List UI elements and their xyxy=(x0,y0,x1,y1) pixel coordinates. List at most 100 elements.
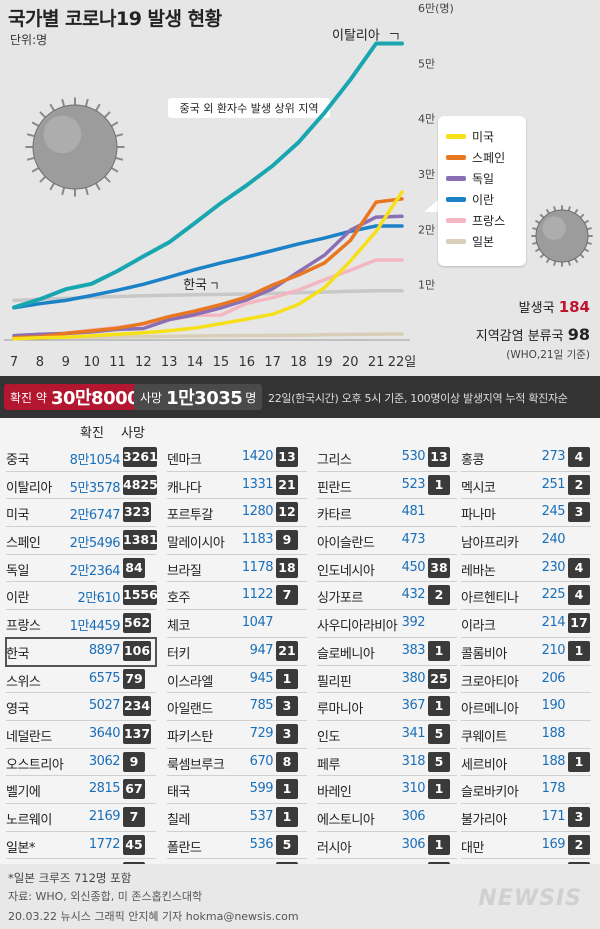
death-count: 1556 xyxy=(123,585,158,606)
confirmed-count: 1331 xyxy=(241,476,274,492)
country-name: 이란 xyxy=(6,591,29,607)
table-row: 말레이시아 1183 9 xyxy=(167,527,307,555)
table-row: 인도네시아 450 38 xyxy=(317,555,457,583)
legend-label: 독일 xyxy=(472,172,495,186)
death-count: 3 xyxy=(568,502,590,523)
y-tick-label: 2만 xyxy=(418,223,435,236)
country-name: 홍콩 xyxy=(461,453,484,468)
confirmed-count: 537 xyxy=(249,808,274,824)
local-label: 지역감염 분류국 xyxy=(475,329,564,344)
country-name: 캐나다 xyxy=(167,480,202,496)
country-name: 에스토니아 xyxy=(317,812,375,828)
confirmed-count: 3640 xyxy=(88,725,121,741)
newsis-logo: NEWSIS xyxy=(478,886,582,911)
table-row: 프랑스 1만4459 562 xyxy=(6,610,156,638)
death-count: 323 xyxy=(123,502,151,523)
country-name: 덴마크 xyxy=(167,453,202,468)
x-tick-label: 19 xyxy=(316,355,333,370)
table-row: 독일 2만2364 84 xyxy=(6,555,156,583)
korea-line-label: 한국 xyxy=(183,278,207,293)
confirmed-count: 318 xyxy=(401,753,426,769)
country-name: 멕시코 xyxy=(461,480,496,496)
death-count: 1 xyxy=(276,806,298,827)
table-row: 홍콩 273 4 xyxy=(461,444,591,472)
country-name: 쿠웨이트 xyxy=(461,729,507,745)
death-count: 1 xyxy=(428,474,450,495)
confirmed-count: 2만6747 xyxy=(69,508,121,524)
confirmed-count: 599 xyxy=(249,781,274,797)
confirmed-count: 1420 xyxy=(241,449,274,464)
country-name: 파키스탄 xyxy=(167,729,213,745)
confirmed-count: 171 xyxy=(541,808,566,824)
chart-legend: 미국 스페인 독일 이란 프랑스 일본 xyxy=(438,116,526,266)
table-row: 한국 8897 106 xyxy=(5,636,157,667)
confirmed-count: 670 xyxy=(249,753,274,769)
country-name: 이탈리아 xyxy=(6,480,52,496)
y-tick-label: 4만 xyxy=(418,113,435,126)
summary-note: 22일(한국시간) 오후 5시 기준, 100명이상 발생지역 누적 확진자순 xyxy=(268,392,568,405)
death-count: 4 xyxy=(568,447,590,467)
confirmed-count: 214 xyxy=(541,615,566,631)
country-name: 미국 xyxy=(6,508,29,524)
table-row: 슬로베니아 383 1 xyxy=(317,638,457,666)
confirmed-count: 2만5496 xyxy=(69,536,121,552)
table-row: 체코 1047 xyxy=(167,610,307,638)
legend-item: 프랑스 xyxy=(438,210,526,231)
table-row: 크로아티아 206 xyxy=(461,666,591,694)
country-name: 말레이시아 xyxy=(167,536,225,552)
x-tick-label: 13 xyxy=(161,355,178,370)
table-row: 이탈리아 5만3578 4825 xyxy=(6,472,158,500)
table-row: 캐나다 1331 21 xyxy=(167,472,307,500)
countries-value: 184 xyxy=(558,298,590,316)
confirmed-count: 785 xyxy=(249,698,274,714)
table-row: 아이슬란드 473 xyxy=(317,527,457,555)
death-count: 8 xyxy=(276,751,298,772)
country-name: 콜롬비아 xyxy=(461,646,507,662)
country-name: 루마니아 xyxy=(317,702,363,718)
italy-line-label: 이탈리아 xyxy=(332,29,380,44)
table-row: 칠레 537 1 xyxy=(167,804,307,832)
table-row: 영국 5027 234 xyxy=(6,693,156,721)
death-count: 84 xyxy=(123,557,145,578)
country-name: 아르메니아 xyxy=(461,702,519,718)
legend-swatch xyxy=(446,134,466,139)
footer-note: *일본 크루즈 712명 포함 xyxy=(8,871,132,885)
country-name: 파나마 xyxy=(461,508,496,524)
table-row: 미국 2만6747 323 xyxy=(6,499,156,528)
virus-illustration-right xyxy=(531,205,593,267)
death-count: 1 xyxy=(428,640,450,661)
country-name: 페루 xyxy=(317,757,340,773)
table-row: 이라크 214 17 xyxy=(461,610,591,638)
italy-label-tick xyxy=(390,33,399,40)
confirmed-count: 245 xyxy=(541,504,566,520)
country-name: 아르헨티나 xyxy=(461,591,519,607)
death-count: 1381 xyxy=(123,530,158,551)
country-name: 스위스 xyxy=(6,674,41,690)
country-name: 세르비아 xyxy=(461,757,507,773)
legend-swatch xyxy=(446,197,466,202)
confirmed-count: 3062 xyxy=(88,753,121,769)
confirmed-count: 8만1054 xyxy=(69,453,121,468)
table-row: 파나마 245 3 xyxy=(461,499,591,528)
death-count: 7 xyxy=(276,585,298,606)
x-tick-label: 16 xyxy=(239,355,256,370)
legend-item: 이란 xyxy=(438,189,526,210)
death-count: 7 xyxy=(123,806,145,827)
annotation-text: 중국 외 환자수 발생 상위 지역 xyxy=(180,102,319,115)
footer: *일본 크루즈 712명 포함 자료: WHO, 외신종합, 미 존스홉킨스대학… xyxy=(0,864,600,929)
death-count: 106 xyxy=(123,640,151,661)
legend-label: 일본 xyxy=(472,235,495,249)
confirmed-count: 225 xyxy=(541,587,566,603)
confirmed-count: 945 xyxy=(249,670,274,686)
confirmed-count: 523 xyxy=(401,476,426,492)
death-count: 13 xyxy=(276,447,298,467)
legend-label: 스페인 xyxy=(472,151,506,165)
death-count: 17 xyxy=(568,613,590,634)
death-count: 38 xyxy=(428,557,450,578)
country-name: 대만 xyxy=(461,840,484,856)
country-name: 브라질 xyxy=(167,563,202,579)
legend-swatch xyxy=(446,155,466,160)
table-column: 그리스 530 13 핀란드 523 1 카타르 481 아이슬란드 473 인도네시아 450 38 싱… xyxy=(317,444,457,887)
country-name: 이라크 xyxy=(461,619,496,635)
